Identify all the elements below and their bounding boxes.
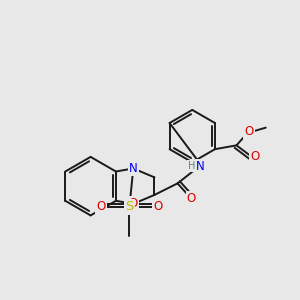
Text: N: N — [196, 160, 205, 173]
Text: N: N — [129, 162, 138, 175]
Text: O: O — [250, 150, 260, 164]
Text: O: O — [153, 200, 163, 213]
Text: H: H — [188, 161, 195, 171]
Text: O: O — [187, 192, 196, 205]
Text: O: O — [96, 200, 106, 213]
Text: O: O — [129, 197, 138, 210]
Text: S: S — [125, 200, 134, 213]
Text: O: O — [244, 125, 254, 138]
